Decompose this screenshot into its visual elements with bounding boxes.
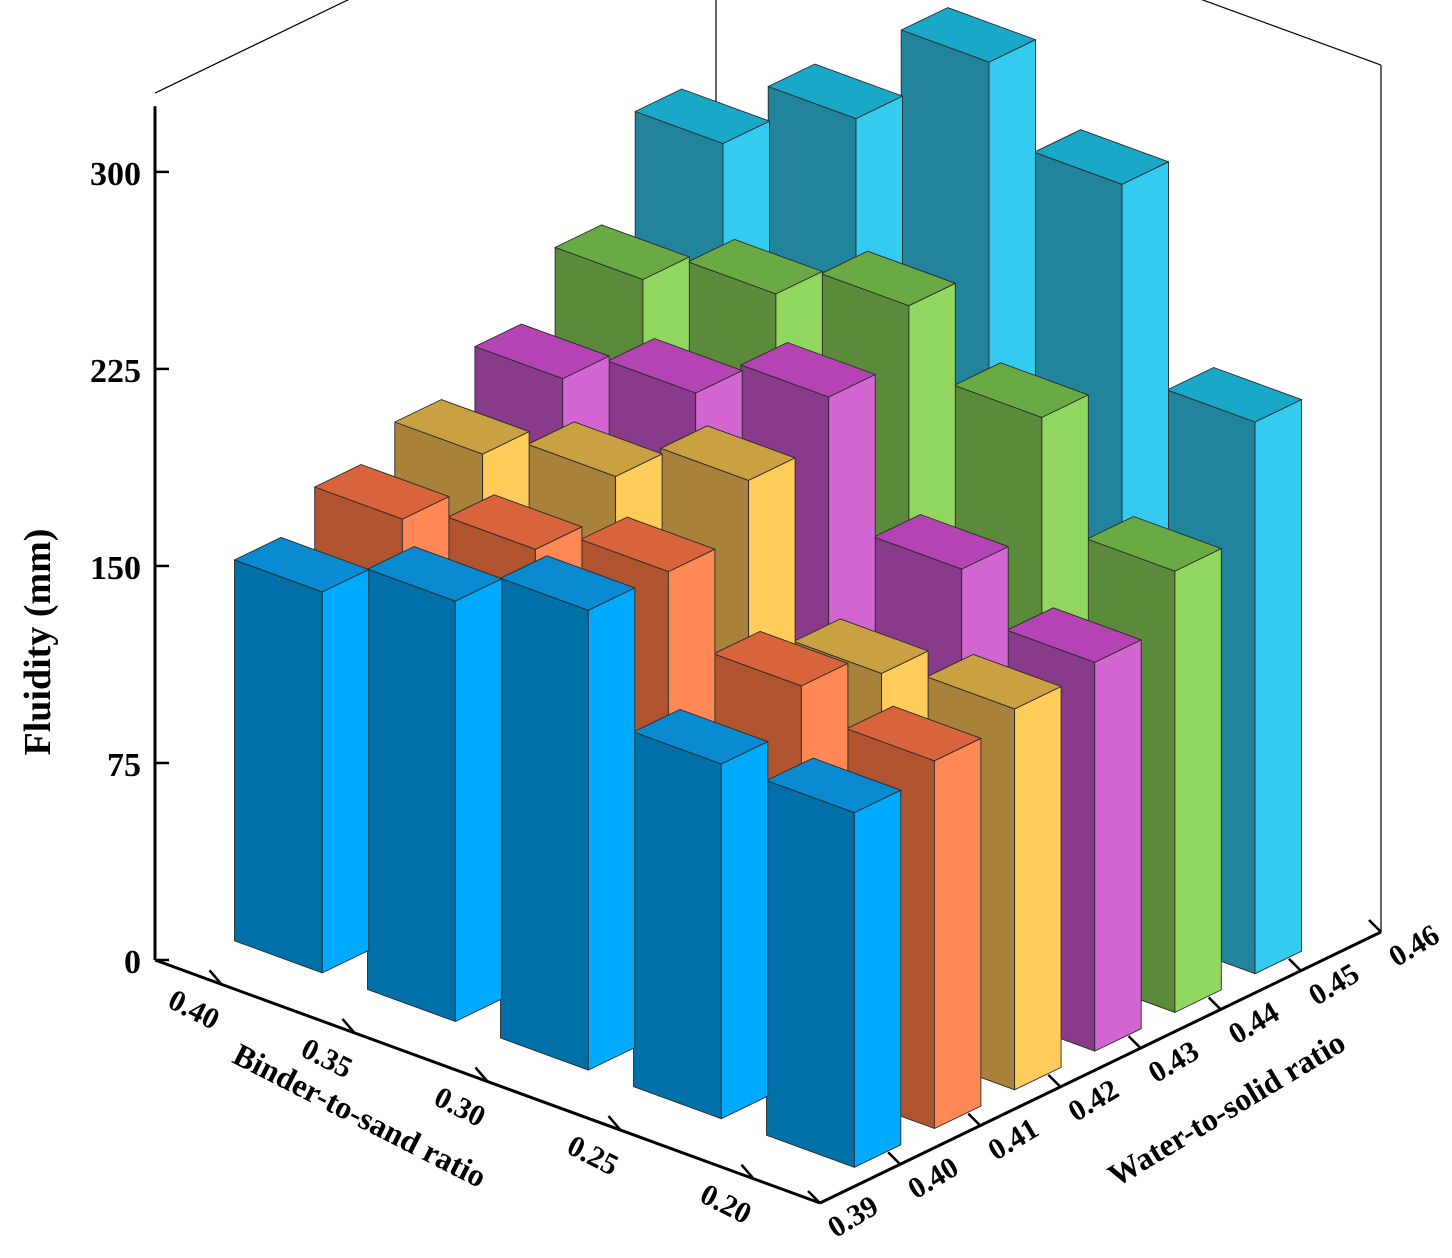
bar-top-face [766,757,902,814]
bar-side-face [454,578,503,1022]
bar-top-face [900,7,1036,63]
bar-top-face [1166,367,1302,423]
z-tick-label: 300 [90,156,141,193]
bar-side-face [1174,548,1222,1013]
bar-top-face [607,338,743,394]
bar-0.40-0.30 [500,555,636,1071]
bar-top-face [1033,129,1169,185]
binder-tick [474,1066,489,1083]
z-axis-title: Fluidity (mm) [17,529,59,756]
bars [234,7,1302,1168]
bar-top-face [820,250,956,307]
bar-side-face [1094,639,1142,1052]
bar-0.40-0.40 [234,536,370,974]
binder-tick-label: 0.40 [163,983,225,1036]
z-tick-label: 150 [90,550,141,587]
bar-top-face [314,464,450,520]
bar-top-face [367,546,503,602]
bar-top-face [740,342,876,398]
bar-top-face [580,516,716,573]
bar-top-face [554,224,690,280]
binder-tick [341,1018,356,1034]
bar-top-face [234,536,370,593]
water-tick [807,1190,821,1204]
water-tick [1287,957,1302,972]
bar-top-face [767,63,903,120]
bar-top-face [660,425,796,481]
bar-top-face [873,514,1009,570]
bar-side-face [321,569,370,974]
water-tick [1368,919,1382,933]
bar-side-face [720,741,769,1120]
bar-top-face [633,709,769,765]
bar-side-face [1254,399,1302,975]
water-tick [1207,996,1222,1011]
z-tick-label: 225 [90,353,141,390]
binder-tick [607,1115,622,1131]
z-tick-label: 75 [107,747,141,784]
binder-tick-label: 0.30 [429,1080,491,1133]
bar-side-face [853,789,902,1168]
bar-side-face [1014,686,1062,1091]
binder-tick [208,969,223,986]
bar-top-face [634,88,770,144]
z-tick-label: 0 [124,944,141,981]
bar-front-face [234,559,323,974]
bar-top-face [713,630,849,687]
water-axis-line [819,930,1382,1205]
back-wall-top-edge [154,0,1382,94]
bar-top-face [500,555,636,611]
bar-0.40-0.25 [633,709,769,1120]
bar-top-face [1006,607,1142,663]
water-tick [887,1151,902,1166]
bar-top-face [394,399,530,455]
bar-top-face [527,421,663,477]
bar-top-face [687,238,823,295]
bar-front-face [500,577,589,1071]
bar-top-face [474,323,610,380]
bar-0.40-0.20 [766,757,902,1168]
water-tick [1127,1035,1142,1050]
bar-top-face [953,362,1089,418]
bar-top-face [793,618,929,674]
binder-tick-label: 0.20 [695,1178,757,1231]
bar-front-face [633,731,722,1120]
bar-side-face [587,587,636,1071]
bar-front-face [367,568,456,1022]
bar-side-face [933,737,982,1129]
bar-0.40-0.35 [367,546,503,1022]
binder-tick [740,1163,755,1180]
bar-top-face [846,705,982,762]
water-tick [1047,1073,1062,1088]
binder-tick-label: 0.25 [562,1129,624,1182]
bar-top-face [447,494,583,550]
bar-top-face [926,653,1062,710]
bar-top-face [1086,516,1222,572]
water-tick-label: 0.46 [1383,918,1445,973]
bar-front-face [766,780,855,1168]
water-tick [967,1112,982,1127]
